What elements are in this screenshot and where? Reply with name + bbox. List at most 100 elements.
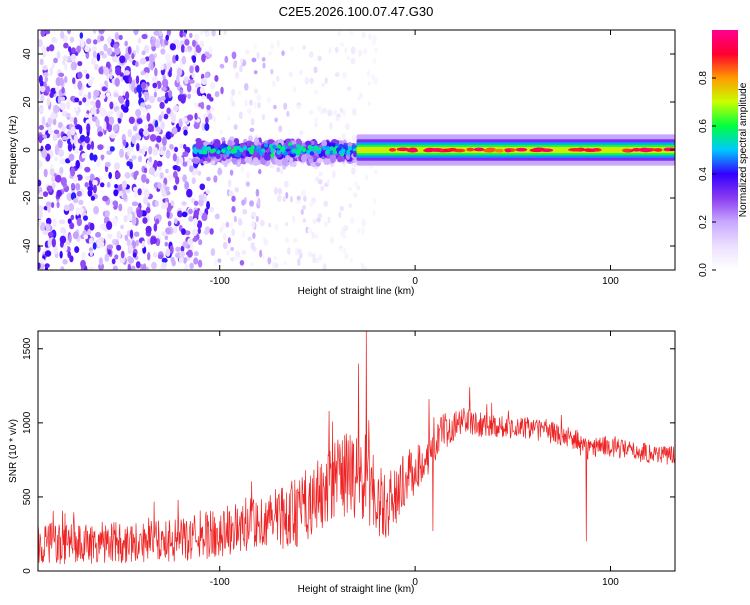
heatmap-noise-cell bbox=[184, 263, 189, 270]
heatmap-noise-cell bbox=[51, 182, 56, 190]
heatmap-sparse-cell bbox=[214, 91, 220, 98]
heatmap-noise-cell bbox=[109, 146, 115, 152]
heatmap-noise-cell bbox=[165, 186, 170, 192]
heatmap-noise-cell bbox=[203, 229, 210, 235]
heatmap-noise-cell bbox=[193, 200, 199, 206]
heatmap-sparse-cell bbox=[211, 30, 216, 37]
heatmap-sparse-cell bbox=[323, 221, 329, 227]
heatmap-noise-cell bbox=[160, 64, 165, 71]
heatmap-noise-cell bbox=[66, 100, 71, 110]
heatmap-noise-cell bbox=[99, 107, 106, 117]
heatmap-noise-cell bbox=[38, 179, 42, 187]
heatmap-noise-cell bbox=[135, 75, 140, 85]
heatmap-noise-cell bbox=[106, 233, 113, 239]
snr-y-tick-label: 1500 bbox=[22, 337, 33, 360]
heatmap-noise-cell bbox=[141, 240, 145, 249]
heatmap-noise-cell bbox=[72, 231, 79, 240]
heatmap-noise-cell bbox=[126, 238, 131, 247]
heatmap-sparse-cell bbox=[210, 248, 216, 257]
snr-x-tick-label: 0 bbox=[412, 577, 418, 588]
heatmap-sparse-cell bbox=[313, 117, 319, 124]
heatmap-noise-cell bbox=[38, 210, 43, 220]
heatmap-cluster-peak bbox=[316, 149, 322, 154]
heatmap-noise-cell bbox=[119, 113, 124, 119]
heatmap-sparse-cell bbox=[258, 168, 262, 175]
heatmap-noise-cell bbox=[176, 156, 180, 165]
snr-y-tick-label: 0 bbox=[22, 568, 33, 574]
heatmap-sparse-cell bbox=[288, 71, 294, 78]
heatmap-sparse-cell bbox=[209, 206, 214, 213]
heatmap-noise-cell bbox=[199, 40, 205, 49]
heatmap-sparse-cell bbox=[327, 216, 331, 224]
heatmap-noise-cell bbox=[122, 139, 127, 147]
heatmap-sparse-cell bbox=[221, 137, 226, 142]
heatmap-noise-cell bbox=[184, 46, 189, 53]
heatmap-noise-cell bbox=[66, 130, 72, 138]
heatmap-sparse-cell bbox=[362, 265, 368, 270]
heatmap-noise-cell bbox=[131, 79, 136, 89]
heatmap-sparse-cell bbox=[270, 68, 274, 75]
heatmap-noise-cell bbox=[96, 238, 102, 248]
heatmap-noise-cell bbox=[67, 142, 73, 152]
heatmap-sparse-cell bbox=[302, 204, 307, 210]
heatmap-noise-cell bbox=[194, 112, 198, 120]
heatmap-noise-cell bbox=[42, 64, 48, 71]
heatmap-noise-cell bbox=[100, 154, 105, 160]
heatmap-noise-cell bbox=[167, 174, 174, 181]
heatmap-sparse-cell bbox=[208, 46, 213, 55]
heatmap-noise-cell bbox=[59, 166, 64, 175]
heatmap-noise-cell bbox=[119, 255, 126, 264]
heatmap-noise-cell bbox=[153, 30, 160, 36]
heatmap-sparse-cell bbox=[367, 101, 372, 107]
heatmap-noise-cell bbox=[151, 237, 158, 245]
heatmap-noise-cell bbox=[53, 129, 60, 135]
heatmap-noise-cell bbox=[187, 93, 192, 100]
heatmap-noise-cell bbox=[124, 91, 130, 100]
heatmap-sparse-cell bbox=[274, 262, 279, 268]
heatmap-signal-peak bbox=[631, 147, 642, 152]
heatmap-noise-cell bbox=[134, 132, 139, 139]
heatmap-noise-cell bbox=[146, 112, 151, 122]
heatmap-noise-cell bbox=[44, 143, 52, 151]
heatmap-y-tick-label: 20 bbox=[22, 96, 33, 108]
heatmap-noise-cell bbox=[114, 171, 121, 179]
heatmap-sparse-cell bbox=[297, 258, 301, 266]
heatmap-noise-cell bbox=[92, 242, 97, 250]
heatmap-noise-cell bbox=[106, 145, 111, 152]
heatmap-noise-cell bbox=[49, 168, 55, 177]
heatmap-sparse-cell bbox=[313, 66, 318, 74]
heatmap-noise-cell bbox=[133, 171, 138, 180]
heatmap-sparse-cell bbox=[279, 168, 284, 175]
heatmap-sparse-cell bbox=[331, 170, 336, 179]
heatmap-noise-cell bbox=[182, 151, 189, 158]
heatmap-cluster-peak bbox=[351, 144, 357, 149]
snr-x-axis-label: Height of straight line (km) bbox=[298, 584, 415, 595]
heatmap-noise-cell bbox=[44, 250, 52, 257]
heatmap-noise-cell bbox=[177, 210, 183, 218]
heatmap-sparse-cell bbox=[245, 181, 251, 187]
heatmap-noise-cell bbox=[135, 239, 140, 247]
heatmap-noise-cell bbox=[120, 224, 124, 230]
heatmap-noise-cell bbox=[145, 72, 149, 79]
heatmap-noise-cell bbox=[101, 86, 107, 92]
heatmap-noise-cell bbox=[107, 249, 112, 256]
heatmap-noise-cell bbox=[83, 234, 89, 240]
heatmap-noise-cell bbox=[158, 166, 162, 171]
heatmap-noise-cell bbox=[90, 57, 97, 66]
heatmap-noise-cell bbox=[137, 37, 142, 44]
heatmap-noise-cell bbox=[48, 44, 55, 52]
heatmap-noise-cell bbox=[125, 98, 130, 108]
heatmap-sparse-cell bbox=[372, 198, 377, 204]
heatmap-sparse-cell bbox=[253, 70, 258, 75]
heatmap-noise-cell bbox=[38, 244, 41, 253]
snr-y-tick-label: 1000 bbox=[22, 411, 33, 434]
heatmap-sparse-cell bbox=[285, 192, 289, 199]
heatmap-noise-cell bbox=[42, 230, 48, 236]
heatmap-sparse-cell bbox=[225, 249, 231, 256]
heatmap-noise-cell bbox=[39, 85, 46, 93]
heatmap-cluster-cell bbox=[347, 142, 353, 148]
colorbar-tick-label: 0.6 bbox=[698, 119, 709, 133]
heatmap-noise-cell bbox=[70, 126, 76, 136]
colorbar-tick-label: 0.0 bbox=[698, 263, 709, 277]
heatmap-sparse-cell bbox=[282, 196, 286, 203]
